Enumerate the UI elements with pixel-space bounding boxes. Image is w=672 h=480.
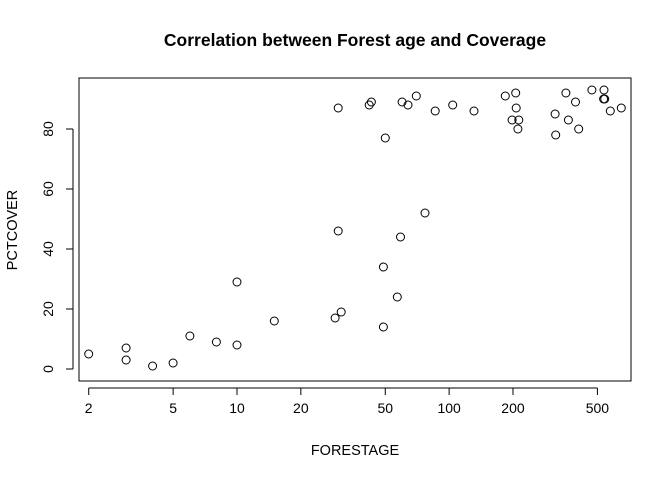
x-axis-title: FORESTAGE <box>311 443 400 459</box>
y-axis-title: PCTCOVER <box>5 190 21 271</box>
data-point <box>185 331 195 341</box>
plot-frame <box>78 77 632 382</box>
y-axis: 0 20 40 60 80 <box>40 121 74 373</box>
data-point <box>600 94 610 104</box>
data-point <box>232 340 242 350</box>
data-point <box>511 103 521 113</box>
data-point <box>574 124 584 134</box>
data-point <box>420 208 430 218</box>
data-point <box>599 85 609 95</box>
data-point <box>211 337 221 347</box>
y-tick-label: 60 <box>40 181 56 197</box>
data-point <box>469 106 479 116</box>
data-point <box>380 133 390 143</box>
data-point <box>396 232 405 242</box>
data-point <box>513 124 523 134</box>
data-point <box>551 130 561 140</box>
data-point <box>500 91 510 101</box>
data-point <box>336 307 346 317</box>
data-point <box>403 100 413 110</box>
data-point <box>616 103 626 113</box>
y-tick-label: 20 <box>40 301 56 317</box>
data-point <box>563 115 573 125</box>
data-point <box>587 85 597 95</box>
data-point <box>148 361 158 371</box>
x-tick-label: 50 <box>377 400 393 416</box>
data-point <box>448 100 458 110</box>
data-point <box>430 106 440 116</box>
data-points <box>84 85 626 371</box>
data-point <box>232 277 242 287</box>
data-point <box>511 88 521 98</box>
x-axis: 2 5 10 20 50 100 200 500 <box>85 387 610 416</box>
data-point <box>378 322 388 332</box>
data-point <box>84 349 94 359</box>
data-point <box>514 115 524 125</box>
data-point <box>333 103 343 113</box>
x-tick-label: 2 <box>85 400 93 416</box>
x-tick-label: 200 <box>501 400 525 416</box>
data-point <box>392 292 402 302</box>
data-point <box>605 106 615 116</box>
data-point <box>378 262 388 272</box>
y-tick-label: 0 <box>40 365 56 373</box>
chart-title: Correlation between Forest age and Cover… <box>164 30 546 50</box>
data-point <box>364 100 374 110</box>
data-point <box>411 91 421 101</box>
x-tick-label: 500 <box>586 400 610 416</box>
data-point <box>269 316 279 326</box>
y-tick-label: 80 <box>40 121 56 137</box>
x-tick-label: 10 <box>229 400 245 416</box>
x-tick-label: 20 <box>293 400 309 416</box>
data-point <box>507 115 517 125</box>
data-point <box>121 355 131 365</box>
data-point <box>561 88 571 98</box>
data-point <box>571 97 580 107</box>
data-point <box>168 358 178 368</box>
data-point <box>397 97 407 107</box>
y-tick-label: 40 <box>40 241 56 257</box>
data-point <box>333 226 343 236</box>
data-point <box>366 97 376 107</box>
data-point <box>330 313 340 323</box>
x-tick-label: 100 <box>437 400 461 416</box>
x-tick-label: 5 <box>169 400 177 416</box>
data-point <box>121 343 131 353</box>
data-point <box>550 109 560 119</box>
